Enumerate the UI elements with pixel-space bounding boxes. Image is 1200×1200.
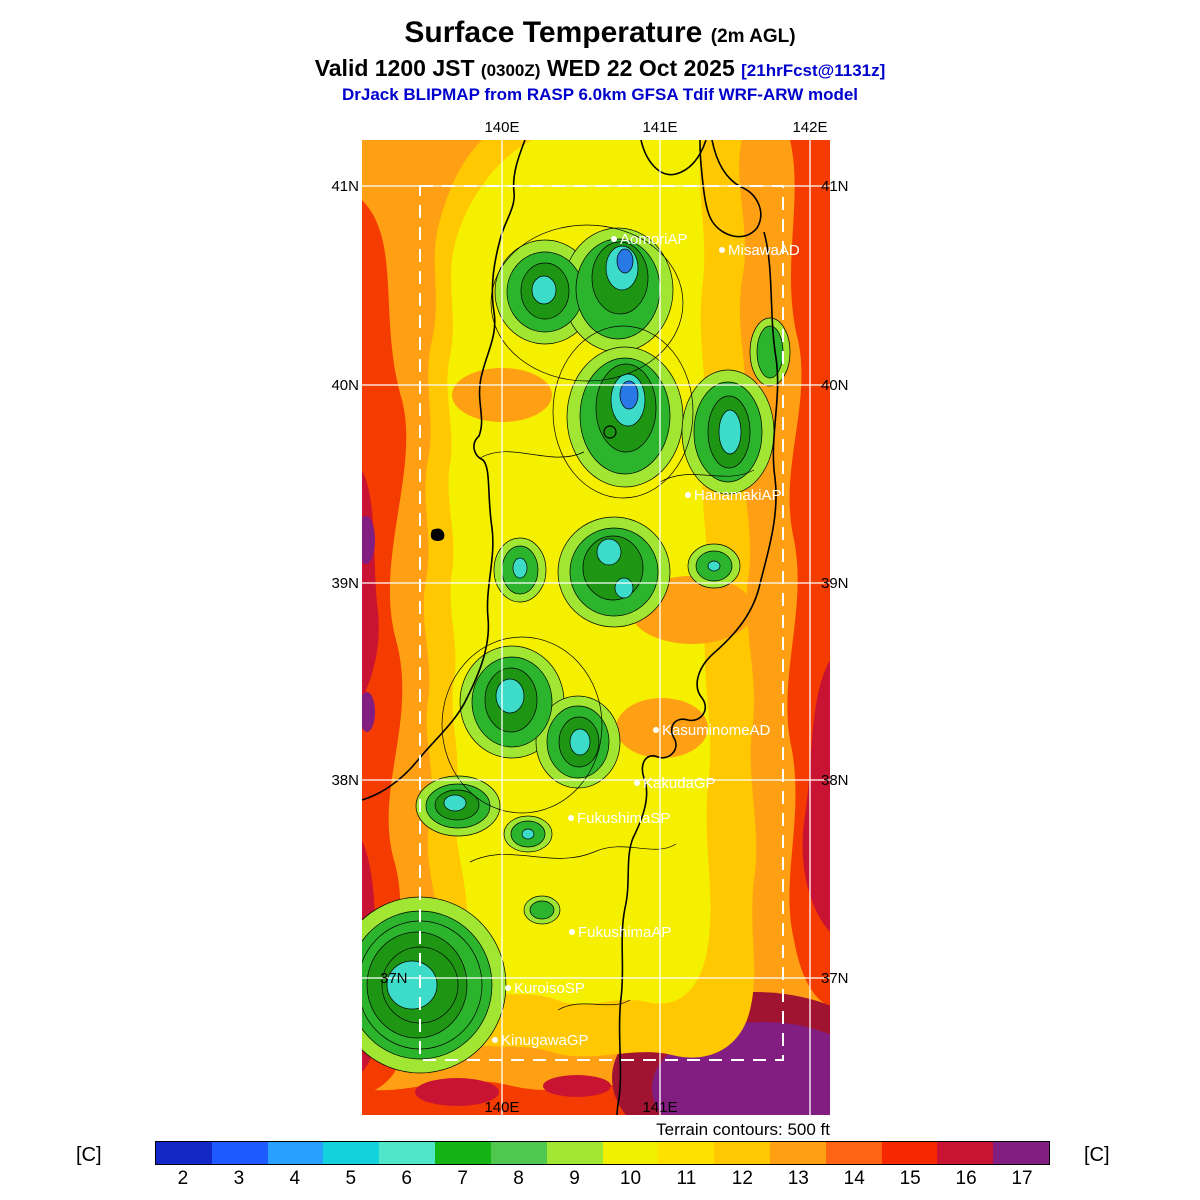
station-label: KinugawaGP: [501, 1032, 589, 1049]
coastline: [362, 140, 779, 1115]
station-dot-icon: [505, 985, 511, 991]
valid-line: Valid 1200 JST (0300Z) WED 22 Oct 2025 […: [0, 55, 1200, 82]
lat-label-right-40n: 40N: [821, 377, 849, 394]
lat-label-left-38n: 38N: [331, 772, 359, 789]
lon-label-bottom-140e: 140E: [484, 1099, 519, 1116]
station-dot-icon: [685, 492, 691, 498]
page-title: Surface Temperature: [404, 16, 703, 49]
colorbar-unit-right: [C]: [1084, 1144, 1110, 1166]
lon-label-top-142e: 142E: [792, 119, 827, 136]
station-markers: AomoriAP MisawaAD HanamakiAP KasuminomeA…: [492, 231, 800, 1049]
colorbar-tick: 16: [955, 1168, 977, 1189]
colorbar-segment: [156, 1142, 212, 1164]
station-dot-icon: [569, 929, 575, 935]
inner-domain-dashed-outline: [419, 185, 784, 1061]
colorbar-tick: 13: [787, 1168, 809, 1189]
colorbar-segment: [714, 1142, 770, 1164]
colorbar-tick: 4: [289, 1168, 301, 1189]
colorbar-tick: 17: [1011, 1168, 1033, 1189]
forecast-tag: [21hrFcst@1131z]: [741, 61, 886, 80]
colorbar-tick: 9: [569, 1168, 580, 1189]
page-title-suffix: (2m AGL): [710, 26, 796, 47]
valid-time: Valid 1200 JST: [314, 55, 475, 81]
station-label: MisawaAD: [728, 242, 800, 259]
colorbar-tick: 14: [843, 1168, 865, 1189]
header: Surface Temperature (2m AGL) Valid 1200 …: [0, 16, 1200, 105]
colorbar-tick: 7: [457, 1168, 468, 1189]
colorbar-segment: [602, 1142, 659, 1164]
axis-labels: 140E 141E 142E 41N 40N 39N 38N 37N 41N 4…: [331, 119, 848, 1116]
lat-label-right-38n: 38N: [821, 772, 849, 789]
lon-label-top-140e: 140E: [484, 119, 519, 136]
latlon-gridlines: [362, 140, 830, 1115]
station-label: KuroisoSP: [514, 980, 585, 997]
station-dot-icon: [653, 727, 659, 733]
lat-label-left-37n: 37N: [380, 970, 408, 987]
station-label: AomoriAP: [620, 231, 688, 248]
station-label: FukushimaAP: [578, 924, 671, 941]
temperature-fill-layers: [362, 140, 830, 1115]
lake-towada: [603, 425, 617, 439]
station-kakudagp: KakudaGP: [634, 775, 716, 792]
colorbar-segment: [379, 1142, 436, 1164]
colorbar-tick: 3: [233, 1168, 245, 1189]
colorbar-segment: [435, 1142, 491, 1164]
station-kinugawagp: KinugawaGP: [492, 1032, 589, 1049]
station-label: FukushimaSP: [577, 810, 670, 827]
station-dot-icon: [634, 780, 640, 786]
colorbar-segment: [490, 1142, 547, 1164]
valid-zulu: (0300Z): [480, 61, 541, 80]
colorbar-tick: 8: [513, 1168, 524, 1189]
station-hanamakiap: HanamakiAP: [685, 487, 782, 504]
lat-label-left-39n: 39N: [331, 575, 359, 592]
colorbar-segment: [211, 1142, 268, 1164]
coastal-lagoon: [430, 528, 445, 541]
colorbar-unit-left: [C]: [76, 1144, 102, 1166]
station-dot-icon: [611, 236, 617, 242]
colorbar-segment: [658, 1142, 715, 1164]
station-label: HanamakiAP: [694, 487, 782, 504]
colorbar-segment: [546, 1142, 603, 1164]
lat-label-left-40n: 40N: [331, 377, 359, 394]
colorbar-segment: [825, 1142, 882, 1164]
station-dot-icon: [719, 247, 725, 253]
title-line: Surface Temperature (2m AGL): [0, 16, 1200, 50]
colorbar-tick: 15: [899, 1168, 921, 1189]
station-kuroisosp: KuroisoSP: [505, 980, 585, 997]
valid-date: WED 22 Oct 2025: [546, 55, 735, 81]
lat-label-right-41n: 41N: [821, 178, 849, 195]
station-misawaad: MisawaAD: [719, 242, 800, 259]
station-dot-icon: [568, 815, 574, 821]
colorbar-tick: 11: [676, 1168, 697, 1189]
terrain-contours-note: Terrain contours: 500 ft: [656, 1120, 830, 1139]
station-fukushimasp: FukushimaSP: [568, 810, 670, 827]
colorbar-segment: [323, 1142, 380, 1164]
station-dot-icon: [492, 1037, 498, 1043]
lon-label-bottom-141e: 141E: [642, 1099, 677, 1116]
colorbar-segment: [267, 1142, 324, 1164]
temperature-colorbar: [155, 1141, 1050, 1165]
station-label: KasuminomeAD: [662, 722, 771, 739]
colorbar-segment: [769, 1142, 826, 1164]
lat-label-right-37n: 37N: [821, 970, 849, 987]
colorbar-segment: [881, 1142, 938, 1164]
colorbar-tick: 6: [401, 1168, 412, 1189]
station-aomoriap: AomoriAP: [611, 231, 688, 248]
colorbar-tick: 5: [345, 1168, 357, 1189]
colorbar-tick: 10: [619, 1168, 642, 1189]
colorbar-segment: [937, 1142, 994, 1164]
lat-label-left-41n: 41N: [331, 178, 359, 195]
lon-label-top-141e: 141E: [642, 119, 677, 136]
colorbar-tick: 12: [731, 1168, 753, 1189]
colorbar-tick: 2: [177, 1168, 189, 1189]
lat-label-right-39n: 39N: [821, 575, 849, 592]
station-label: KakudaGP: [643, 775, 716, 792]
colorbar-tick-labels: 2 3 4 5 6 7 8 9 10 11 12 13 14 15 16 17: [155, 1168, 1050, 1190]
colorbar-segment: [993, 1142, 1049, 1164]
model-line: DrJack BLIPMAP from RASP 6.0km GFSA Tdif…: [341, 85, 859, 104]
station-kasuminomead: KasuminomeAD: [653, 722, 771, 739]
station-fukushimaap: FukushimaAP: [569, 924, 671, 941]
